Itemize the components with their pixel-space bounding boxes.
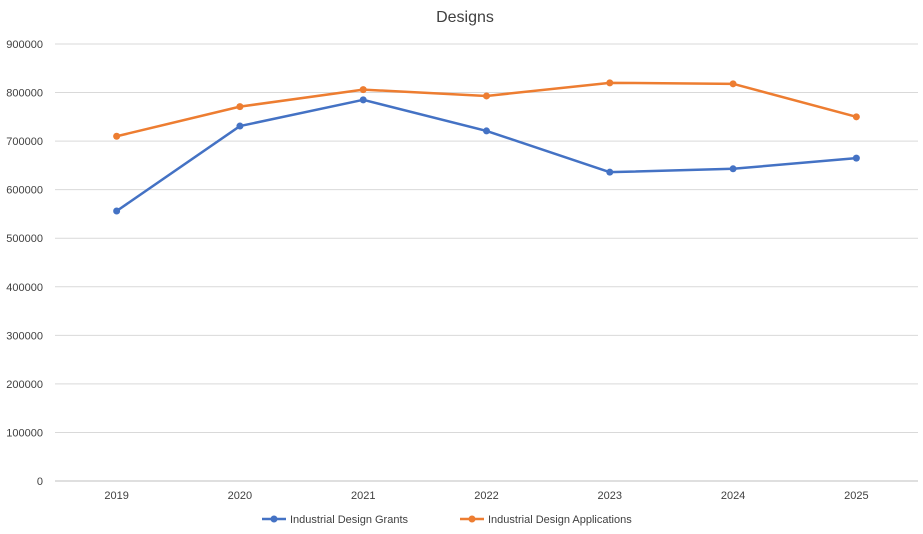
y-tick-label: 200000 xyxy=(6,379,43,391)
legend-item: Industrial Design Grants xyxy=(262,514,408,526)
legend-label: Industrial Design Grants xyxy=(290,514,408,526)
data-point xyxy=(113,132,121,140)
data-point xyxy=(236,122,244,130)
legend: Industrial Design Grants Industrial Desig… xyxy=(262,514,632,526)
x-tick-label: 2019 xyxy=(104,490,128,502)
x-tick-label: 2022 xyxy=(474,490,498,502)
series-lines xyxy=(113,79,860,215)
x-tick-label: 2025 xyxy=(844,490,868,502)
y-tick-label: 500000 xyxy=(6,233,43,245)
data-point xyxy=(606,79,614,87)
data-point xyxy=(729,165,737,173)
data-point xyxy=(236,103,244,111)
y-tick-label: 800000 xyxy=(6,88,43,100)
series-1 xyxy=(113,96,860,215)
y-tick-label: 600000 xyxy=(6,185,43,197)
chart-title: Designs xyxy=(436,9,494,26)
data-point xyxy=(606,168,614,176)
y-tick-label: 300000 xyxy=(6,330,43,342)
series-line xyxy=(115,98,858,213)
series-2 xyxy=(113,79,860,140)
data-point xyxy=(359,86,367,94)
y-tick-label: 700000 xyxy=(6,136,43,148)
legend-label: Industrial Design Applications xyxy=(488,514,632,526)
legend-swatch-marker xyxy=(270,515,278,523)
x-tick-label: 2021 xyxy=(351,490,375,502)
y-tick-label: 400000 xyxy=(6,282,43,294)
x-tick-label: 2023 xyxy=(598,490,622,502)
gridlines xyxy=(55,43,918,482)
data-point xyxy=(852,154,860,162)
x-axis-ticks: 2019 2020 2021 2022 2023 2024 2025 xyxy=(104,490,868,502)
data-point xyxy=(729,80,737,88)
data-point xyxy=(113,207,121,215)
y-axis-ticks: 0 100000 200000 300000 400000 500000 600000 700… xyxy=(6,39,43,488)
data-point xyxy=(483,127,490,135)
y-tick-label: 0 xyxy=(37,476,43,488)
y-tick-label: 100000 xyxy=(6,427,43,439)
y-tick-label: 900000 xyxy=(6,39,43,51)
x-tick-label: 2020 xyxy=(228,490,252,502)
x-tick-label: 2024 xyxy=(721,490,745,502)
legend-item: Industrial Design Applications xyxy=(460,514,632,526)
legend-swatch-marker xyxy=(468,515,476,523)
data-point xyxy=(852,113,860,121)
data-point xyxy=(359,96,367,104)
data-point xyxy=(483,92,490,100)
